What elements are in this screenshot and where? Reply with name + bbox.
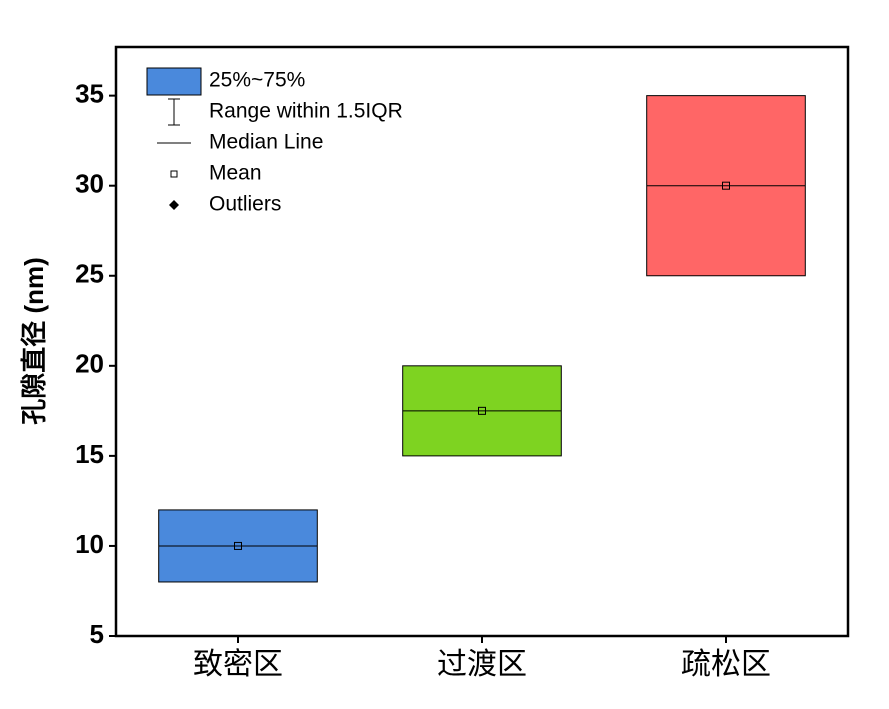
legend-label: Range within 1.5IQR xyxy=(209,100,403,123)
x-tick-label: 致密区 xyxy=(193,648,283,681)
plot-frame xyxy=(114,45,850,638)
y-tick-label: 5 xyxy=(90,619,104,649)
legend-label: Mean xyxy=(209,162,262,185)
legend-mean xyxy=(170,170,178,178)
x-tick-label: 过渡区 xyxy=(437,648,527,681)
x-tick-label: 疏松区 xyxy=(681,648,771,681)
y-tick-label: 10 xyxy=(75,529,104,559)
y-tick-label: 35 xyxy=(75,79,104,109)
legend-outlier xyxy=(169,200,179,210)
y-tick-label: 25 xyxy=(75,259,104,289)
mean-marker xyxy=(722,181,730,190)
y-tick-label: 30 xyxy=(75,169,104,199)
y-tick-label: 20 xyxy=(75,349,104,379)
y-tick-label: 15 xyxy=(75,439,104,469)
mean-marker xyxy=(234,541,242,550)
legend-swatch xyxy=(146,67,202,96)
legend-label: 25%~75% xyxy=(209,69,305,92)
legend-label: Outliers xyxy=(209,193,281,216)
mean-marker xyxy=(478,406,486,415)
y-axis-label: 孔隙直径 (nm) xyxy=(19,257,49,425)
legend-label: Median Line xyxy=(209,131,323,154)
legend-whisker xyxy=(168,98,180,126)
